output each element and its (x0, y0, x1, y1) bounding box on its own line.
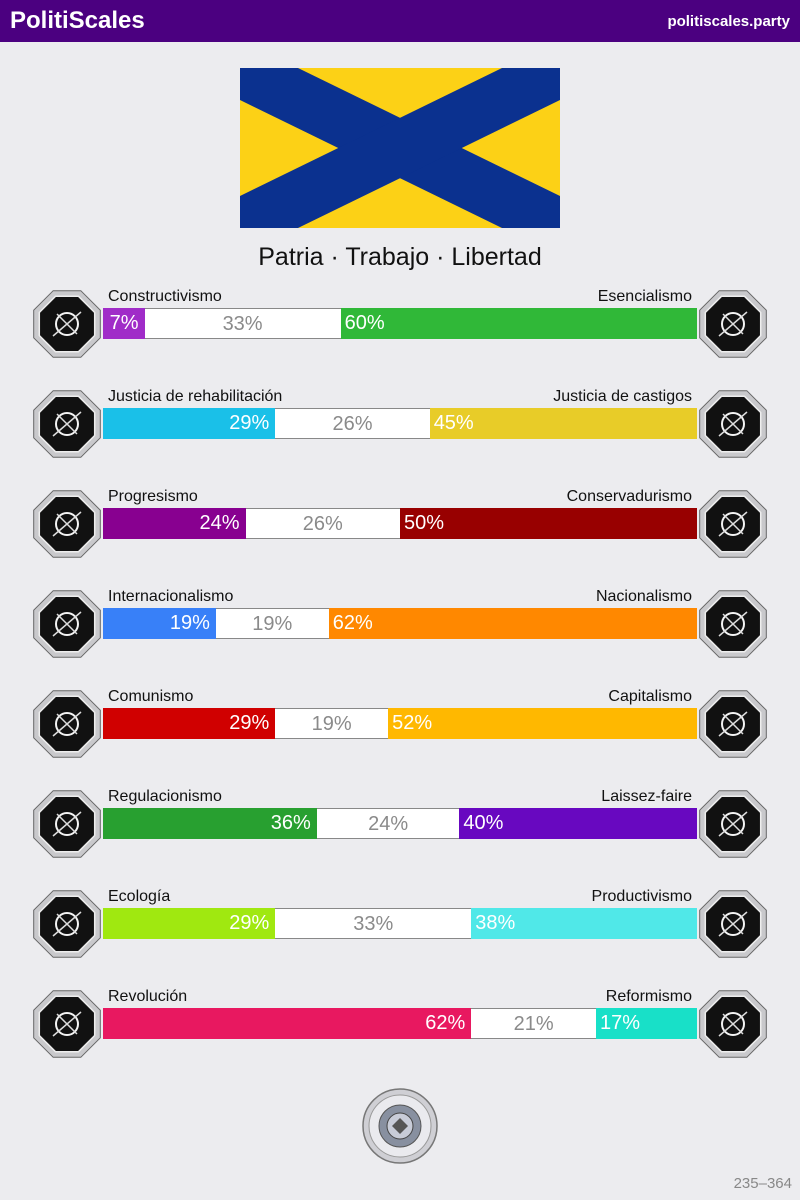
axis-center-segment: 26% (275, 408, 430, 439)
brand-title[interactable]: PolitiScales (10, 7, 145, 34)
axis-right-label: Nacionalismo (595, 588, 692, 605)
comet-icon (33, 490, 101, 558)
flag-cross-stripe (240, 68, 560, 228)
axis-left-label: Revolución (108, 988, 188, 1005)
flag-icon (699, 590, 767, 658)
axis-right-segment: 62% (328, 608, 697, 639)
site-link[interactable]: politiscales.party (667, 13, 790, 30)
axis-row: Revolución Reformismo 62% 21% 17% (0, 988, 800, 1068)
axis-left-segment: 7% (103, 308, 145, 339)
axis-right-label: Justicia de castigos (553, 388, 692, 405)
flag-motto: Patria · Trabajo · Libertad (258, 243, 542, 271)
axis-right-segment: 40% (459, 808, 697, 839)
axis-row: Justicia de rehabilitación Justicia de ca… (0, 388, 800, 468)
axis-right-segment: 17% (596, 1008, 697, 1039)
axis-row: Comunismo Capitalismo 29% 19% 52% (0, 688, 800, 768)
axis-row: Regulacionismo Laissez-faire 36% 24% 40% (0, 788, 800, 868)
axis-center-segment: 21% (471, 1008, 596, 1039)
sprout-icon (33, 890, 101, 958)
axis-left-segment: 36% (103, 808, 317, 839)
axis-right-label: Capitalismo (608, 688, 692, 705)
flower-icon (699, 290, 767, 358)
axis-bar: 24% 26% 50% (103, 508, 697, 539)
result-id: 235–364 (733, 1175, 792, 1192)
vortex-icon (33, 290, 101, 358)
axis-left-label: Regulacionismo (108, 788, 222, 805)
gear-icon (699, 890, 767, 958)
axis-right-segment: 60% (340, 308, 697, 339)
axis-center-segment: 19% (215, 608, 329, 639)
flag-image (240, 68, 560, 228)
hammer-sickle-icon (33, 690, 101, 758)
axis-bar: 29% 33% 38% (103, 908, 697, 939)
axis-left-segment: 19% (103, 608, 216, 639)
axis-left-label: Ecología (108, 888, 171, 905)
axis-row: Constructivismo Esencialismo 7% 33% 60% (0, 288, 800, 368)
axis-right-label: Reformismo (605, 988, 692, 1005)
fist-icon (33, 990, 101, 1058)
axis-left-label: Constructivismo (108, 288, 222, 305)
axis-left-segment: 62% (103, 1008, 472, 1039)
axis-left-label: Comunismo (108, 688, 194, 705)
money-bag-icon (699, 690, 767, 758)
axis-center-segment: 33% (275, 908, 472, 939)
axis-center-segment: 24% (316, 808, 460, 839)
axis-center-segment: 33% (144, 308, 341, 339)
axis-left-segment: 29% (103, 708, 276, 739)
butterfly-icon (699, 790, 767, 858)
seal-icon (362, 1088, 438, 1164)
axis-right-segment: 45% (429, 408, 697, 439)
axis-left-segment: 24% (103, 508, 246, 539)
axis-right-label: Conservadurismo (566, 488, 692, 505)
axis-row: Internacionalismo Nacionalismo 19% 19% 62% (0, 588, 800, 668)
axis-row: Progresismo Conservadurismo 24% 26% 50% (0, 488, 800, 568)
axis-center-segment: 26% (245, 508, 400, 539)
axis-bar: 36% 24% 40% (103, 808, 697, 839)
app-header: PolitiScales politiscales.party (0, 0, 800, 42)
axis-center-segment: 19% (275, 708, 389, 739)
axis-bar: 62% 21% 17% (103, 1008, 697, 1039)
bridge-icon (699, 990, 767, 1058)
axis-right-segment: 38% (471, 908, 697, 939)
ruler-icon (33, 790, 101, 858)
axis-right-segment: 52% (388, 708, 697, 739)
quill-icon (699, 490, 767, 558)
prison-bars-icon (699, 390, 767, 458)
globe-icon (33, 590, 101, 658)
axis-left-label: Justicia de rehabilitación (108, 388, 283, 405)
axis-bar: 19% 19% 62% (103, 608, 697, 639)
handshake-icon (33, 390, 101, 458)
axis-bar: 7% 33% 60% (103, 308, 697, 339)
axis-left-segment: 29% (103, 908, 276, 939)
axis-left-segment: 29% (103, 408, 276, 439)
axis-bar: 29% 19% 52% (103, 708, 697, 739)
axis-left-label: Internacionalismo (108, 588, 234, 605)
axis-right-segment: 50% (399, 508, 697, 539)
axis-bar: 29% 26% 45% (103, 408, 697, 439)
axis-right-label: Productivismo (591, 888, 692, 905)
axis-right-label: Laissez-faire (601, 788, 692, 805)
axis-right-label: Esencialismo (597, 288, 692, 305)
axis-row: Ecología Productivismo 29% 33% 38% (0, 888, 800, 968)
axis-left-label: Progresismo (108, 488, 198, 505)
